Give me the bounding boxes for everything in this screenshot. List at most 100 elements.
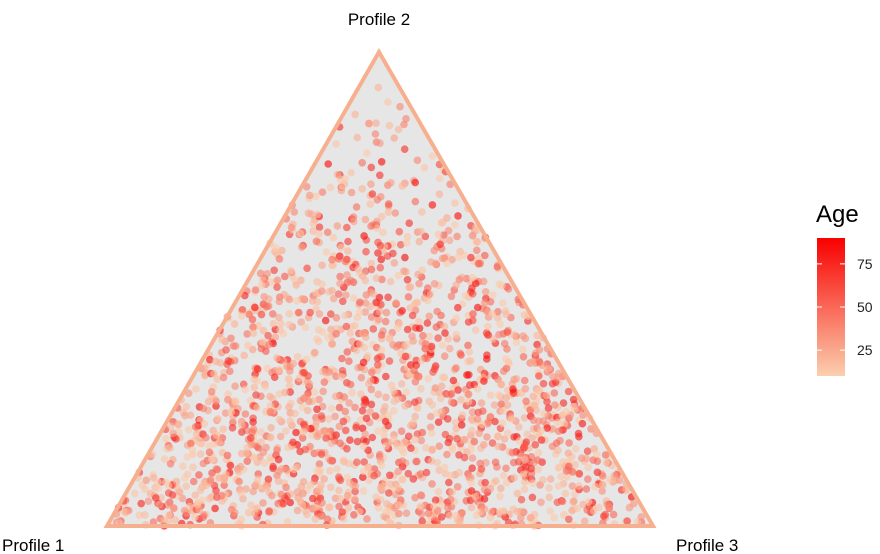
data-point <box>250 383 259 392</box>
data-point <box>217 491 226 500</box>
data-point <box>392 343 401 351</box>
data-point <box>377 158 386 166</box>
data-point <box>373 196 382 204</box>
data-point <box>335 422 344 431</box>
data-point <box>309 494 317 503</box>
data-point <box>250 375 258 384</box>
data-point <box>448 445 457 454</box>
data-point <box>164 517 173 526</box>
data-point <box>502 478 511 487</box>
data-point <box>403 340 411 349</box>
data-point <box>521 334 530 343</box>
data-point <box>249 323 257 331</box>
data-point <box>510 331 519 339</box>
data-point <box>417 436 426 445</box>
data-point <box>192 385 200 393</box>
data-point <box>394 484 403 492</box>
data-point <box>420 163 429 172</box>
data-point <box>528 493 537 502</box>
data-point <box>270 266 279 275</box>
data-point <box>361 333 370 342</box>
data-point <box>493 263 502 271</box>
data-point <box>322 434 330 442</box>
data-point <box>387 179 395 187</box>
data-point <box>253 475 262 484</box>
data-point <box>269 319 278 328</box>
data-point <box>363 149 371 157</box>
data-point <box>198 496 207 505</box>
data-point <box>437 513 446 521</box>
ternary-panel <box>107 52 653 526</box>
data-point <box>394 271 403 280</box>
data-point <box>238 428 246 436</box>
data-point <box>423 319 432 327</box>
data-point <box>253 365 262 373</box>
data-point <box>415 237 424 246</box>
data-point <box>275 415 284 424</box>
data-point <box>351 110 359 119</box>
data-point <box>440 322 449 331</box>
data-point <box>286 367 294 375</box>
data-point <box>542 391 551 400</box>
data-point <box>430 280 439 288</box>
data-point <box>250 453 259 462</box>
data-point <box>508 448 517 457</box>
data-point <box>248 428 256 437</box>
data-point <box>377 255 386 264</box>
data-point <box>546 507 554 515</box>
data-point <box>554 373 563 382</box>
data-point <box>468 426 476 435</box>
data-point <box>200 479 209 487</box>
data-point <box>496 320 504 329</box>
data-point <box>568 467 577 476</box>
data-point <box>189 477 198 486</box>
data-point <box>223 451 232 460</box>
data-point <box>354 265 362 273</box>
data-point <box>418 517 427 525</box>
data-point <box>306 481 315 489</box>
data-point <box>550 389 559 397</box>
data-point <box>398 182 407 190</box>
data-point <box>346 329 355 337</box>
data-point <box>584 463 592 472</box>
data-point <box>486 513 495 522</box>
data-point <box>312 192 320 201</box>
data-point <box>227 408 235 417</box>
data-point <box>367 385 376 394</box>
data-point <box>184 389 193 398</box>
data-point <box>455 275 464 284</box>
data-point <box>480 505 489 513</box>
data-point <box>361 215 370 224</box>
data-point <box>326 183 335 192</box>
data-point <box>400 145 409 153</box>
data-point <box>269 462 277 471</box>
data-point <box>205 448 214 457</box>
data-point <box>470 437 479 446</box>
data-point <box>236 462 245 471</box>
data-point <box>320 378 329 387</box>
data-point <box>543 398 551 406</box>
data-point <box>446 471 455 480</box>
data-point <box>257 281 266 290</box>
data-point <box>385 121 394 130</box>
data-point <box>407 444 415 453</box>
data-point <box>463 371 471 379</box>
data-point <box>324 415 333 423</box>
data-point <box>473 246 481 255</box>
data-point <box>324 160 333 168</box>
data-point <box>230 320 239 328</box>
data-point <box>431 259 440 268</box>
data-point <box>321 316 330 325</box>
data-point <box>592 450 601 459</box>
data-point <box>344 237 352 246</box>
data-point <box>304 372 312 380</box>
data-point <box>390 134 399 142</box>
data-point <box>169 429 177 438</box>
data-point <box>336 476 345 485</box>
data-point <box>368 190 377 198</box>
data-point <box>165 511 173 519</box>
data-point <box>338 182 346 190</box>
data-point <box>328 340 336 348</box>
data-point <box>565 515 573 524</box>
data-point <box>164 489 173 497</box>
